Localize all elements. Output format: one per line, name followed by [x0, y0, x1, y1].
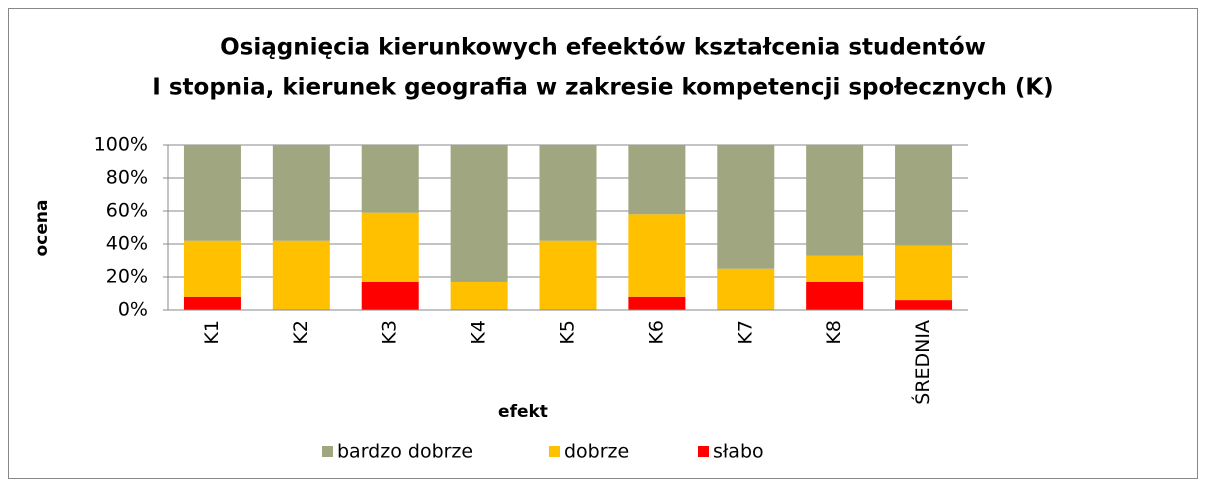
bar-segment [717, 268, 775, 310]
y-axis-title: ocena [32, 200, 52, 257]
legend-swatch [322, 446, 333, 457]
legend-label: bardzo dobrze [337, 441, 473, 463]
x-tick-label: K4 [468, 320, 490, 345]
bar-segment [450, 281, 508, 310]
bar-segment [717, 145, 775, 269]
legend-swatch [549, 446, 560, 457]
x-tick-label: ŚREDNIA [910, 320, 934, 405]
y-tick-label: 40% [106, 233, 148, 255]
bar-segment [539, 240, 597, 310]
bar-segment [806, 281, 864, 310]
bar-segment [361, 281, 419, 310]
x-tick-label: K7 [734, 320, 756, 345]
legend-label: słabo [713, 441, 764, 463]
bar-segment [361, 212, 419, 282]
bar-segment [895, 300, 953, 310]
x-tick-label: K3 [379, 320, 401, 345]
bar-segment [628, 214, 686, 297]
bar-segment [272, 240, 330, 310]
bar-segment [272, 145, 330, 241]
bar-segment [183, 240, 241, 297]
bar-segment [628, 145, 686, 215]
bar-segment [183, 145, 241, 241]
y-tick-label: 80% [106, 167, 148, 189]
x-tick-label: K6 [645, 320, 667, 345]
bar-segment [628, 296, 686, 310]
x-tick-label: K5 [557, 320, 579, 345]
legend-label: dobrze [564, 441, 629, 463]
y-tick-label: 100% [94, 134, 148, 156]
bar-segment [806, 255, 864, 282]
bar-segment [539, 145, 597, 241]
x-axis-title: efekt [498, 402, 548, 422]
bar-segment [806, 145, 864, 256]
legend-swatch [698, 446, 709, 457]
x-tick-label: K8 [823, 320, 845, 345]
y-tick-label: 60% [106, 200, 148, 222]
y-tick-label: 20% [106, 266, 148, 288]
bar-segment [895, 145, 953, 246]
chart-title: Osiągnięcia kierunkowych efeektów kształ… [220, 35, 986, 61]
bar-segment [450, 145, 508, 282]
bar-segment [183, 296, 241, 310]
y-tick-label: 0% [118, 299, 148, 321]
x-tick-label: K1 [201, 320, 223, 345]
bar-segment [361, 145, 419, 213]
x-tick-label: K2 [290, 320, 312, 345]
bar-segment [895, 245, 953, 301]
chart-title: I stopnia, kierunek geografia w zakresie… [152, 75, 1053, 101]
